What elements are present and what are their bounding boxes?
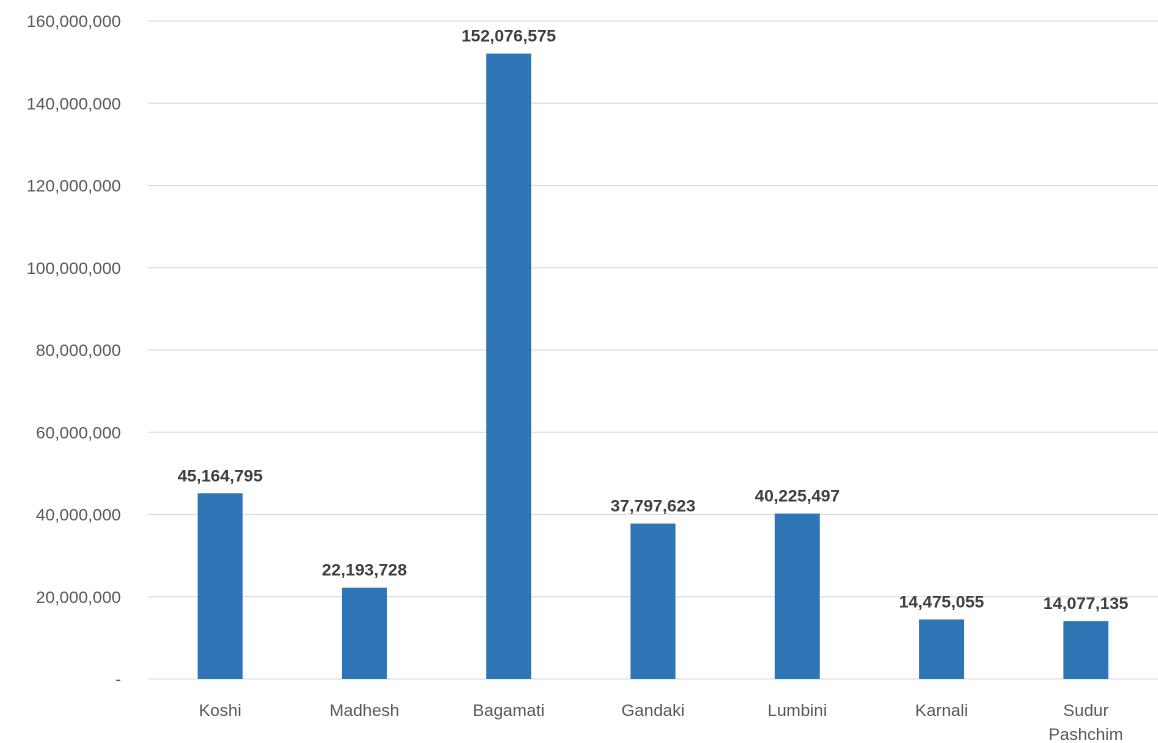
y-axis-ticks: - 20,000,000 40,000,000 60,000,000 80,000,00… <box>26 12 121 689</box>
bar <box>197 493 243 679</box>
y-tick-label: 100,000,000 <box>26 259 121 278</box>
data-label: 45,164,795 <box>178 466 263 485</box>
x-category-label: Karnali <box>915 701 968 720</box>
x-category-label: Madhesh <box>329 701 399 720</box>
y-tick-label: - <box>115 670 121 689</box>
data-label: 14,475,055 <box>899 592 984 611</box>
y-tick-label: 60,000,000 <box>36 423 121 442</box>
data-label: 152,076,575 <box>461 27 556 46</box>
data-labels: 45,164,795 22,193,728 152,076,575 37,797,62… <box>178 27 1129 614</box>
x-category-label: Pashchim <box>1049 725 1124 743</box>
bars <box>197 53 1109 680</box>
x-axis-categories: Koshi Madhesh Bagamati Gandaki Lumbini Karnal… <box>199 701 1123 743</box>
y-tick-label: 40,000,000 <box>36 506 121 525</box>
x-category-label: Sudur <box>1063 701 1109 720</box>
y-tick-label: 120,000,000 <box>26 177 121 196</box>
data-label: 14,077,135 <box>1043 594 1128 613</box>
bar <box>774 513 820 679</box>
y-tick-label: 140,000,000 <box>26 94 121 113</box>
x-category-label: Bagamati <box>473 701 545 720</box>
data-label: 37,797,623 <box>610 497 695 516</box>
bar <box>919 619 965 679</box>
bar <box>486 53 532 680</box>
x-category-label: Koshi <box>199 701 242 720</box>
y-tick-label: 80,000,000 <box>36 341 121 360</box>
data-label: 22,193,728 <box>322 561 407 580</box>
x-category-label: Lumbini <box>768 701 828 720</box>
bar <box>341 587 387 679</box>
bar <box>630 523 676 679</box>
x-category-label: Gandaki <box>621 701 684 720</box>
gridlines <box>148 20 1158 680</box>
bar <box>1063 621 1109 679</box>
y-tick-label: 160,000,000 <box>26 12 121 31</box>
data-label: 40,225,497 <box>755 487 840 506</box>
y-tick-label: 20,000,000 <box>36 588 121 607</box>
